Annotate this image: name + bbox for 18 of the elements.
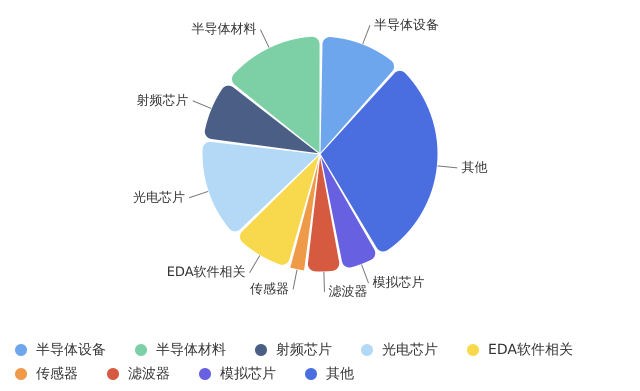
slice-label: 其他 [461, 160, 488, 176]
legend-label: 半导体材料 [155, 341, 226, 359]
legend-label: EDA软件相关 [487, 341, 573, 359]
legend-label: 模拟芯片 [219, 365, 276, 383]
slice-label: 射频芯片 [136, 93, 189, 108]
slice-label: 传感器 [250, 282, 290, 297]
legend-label: 半导体设备 [35, 341, 106, 359]
slice-label: 模拟芯片 [372, 276, 425, 291]
legend-label: 滤波器 [127, 365, 170, 383]
legend-label: 光电芯片 [381, 341, 438, 359]
legend-label: 传感器 [35, 365, 78, 383]
slice-label: EDA软件相关 [166, 265, 246, 280]
legend-label: 射频芯片 [275, 341, 332, 359]
slice-label: 半导体材料 [191, 22, 256, 38]
slice-label: 半导体设备 [374, 18, 439, 33]
slice-label: 光电芯片 [133, 190, 186, 206]
slice-label: 滤波器 [328, 284, 368, 300]
legend-label: 其他 [325, 365, 354, 383]
